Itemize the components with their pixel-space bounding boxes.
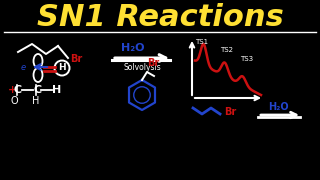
Text: H: H (52, 85, 61, 95)
Text: TS2: TS2 (220, 47, 233, 53)
Text: Br: Br (147, 58, 159, 68)
Text: O: O (10, 96, 18, 106)
Text: H: H (58, 64, 66, 73)
Text: SN1 Reactions: SN1 Reactions (36, 3, 284, 31)
Text: TS1: TS1 (195, 39, 208, 45)
Text: e: e (21, 62, 26, 71)
Text: H₂O: H₂O (121, 43, 145, 53)
Text: C: C (33, 85, 41, 95)
Text: Br: Br (224, 107, 236, 117)
Text: Solvolysis: Solvolysis (123, 64, 161, 73)
Text: C: C (14, 85, 22, 95)
Text: Br: Br (70, 54, 82, 64)
Text: H₂O: H₂O (268, 102, 288, 112)
Text: +: + (8, 85, 17, 95)
Text: TS3: TS3 (240, 56, 253, 62)
Text: H: H (32, 96, 40, 106)
